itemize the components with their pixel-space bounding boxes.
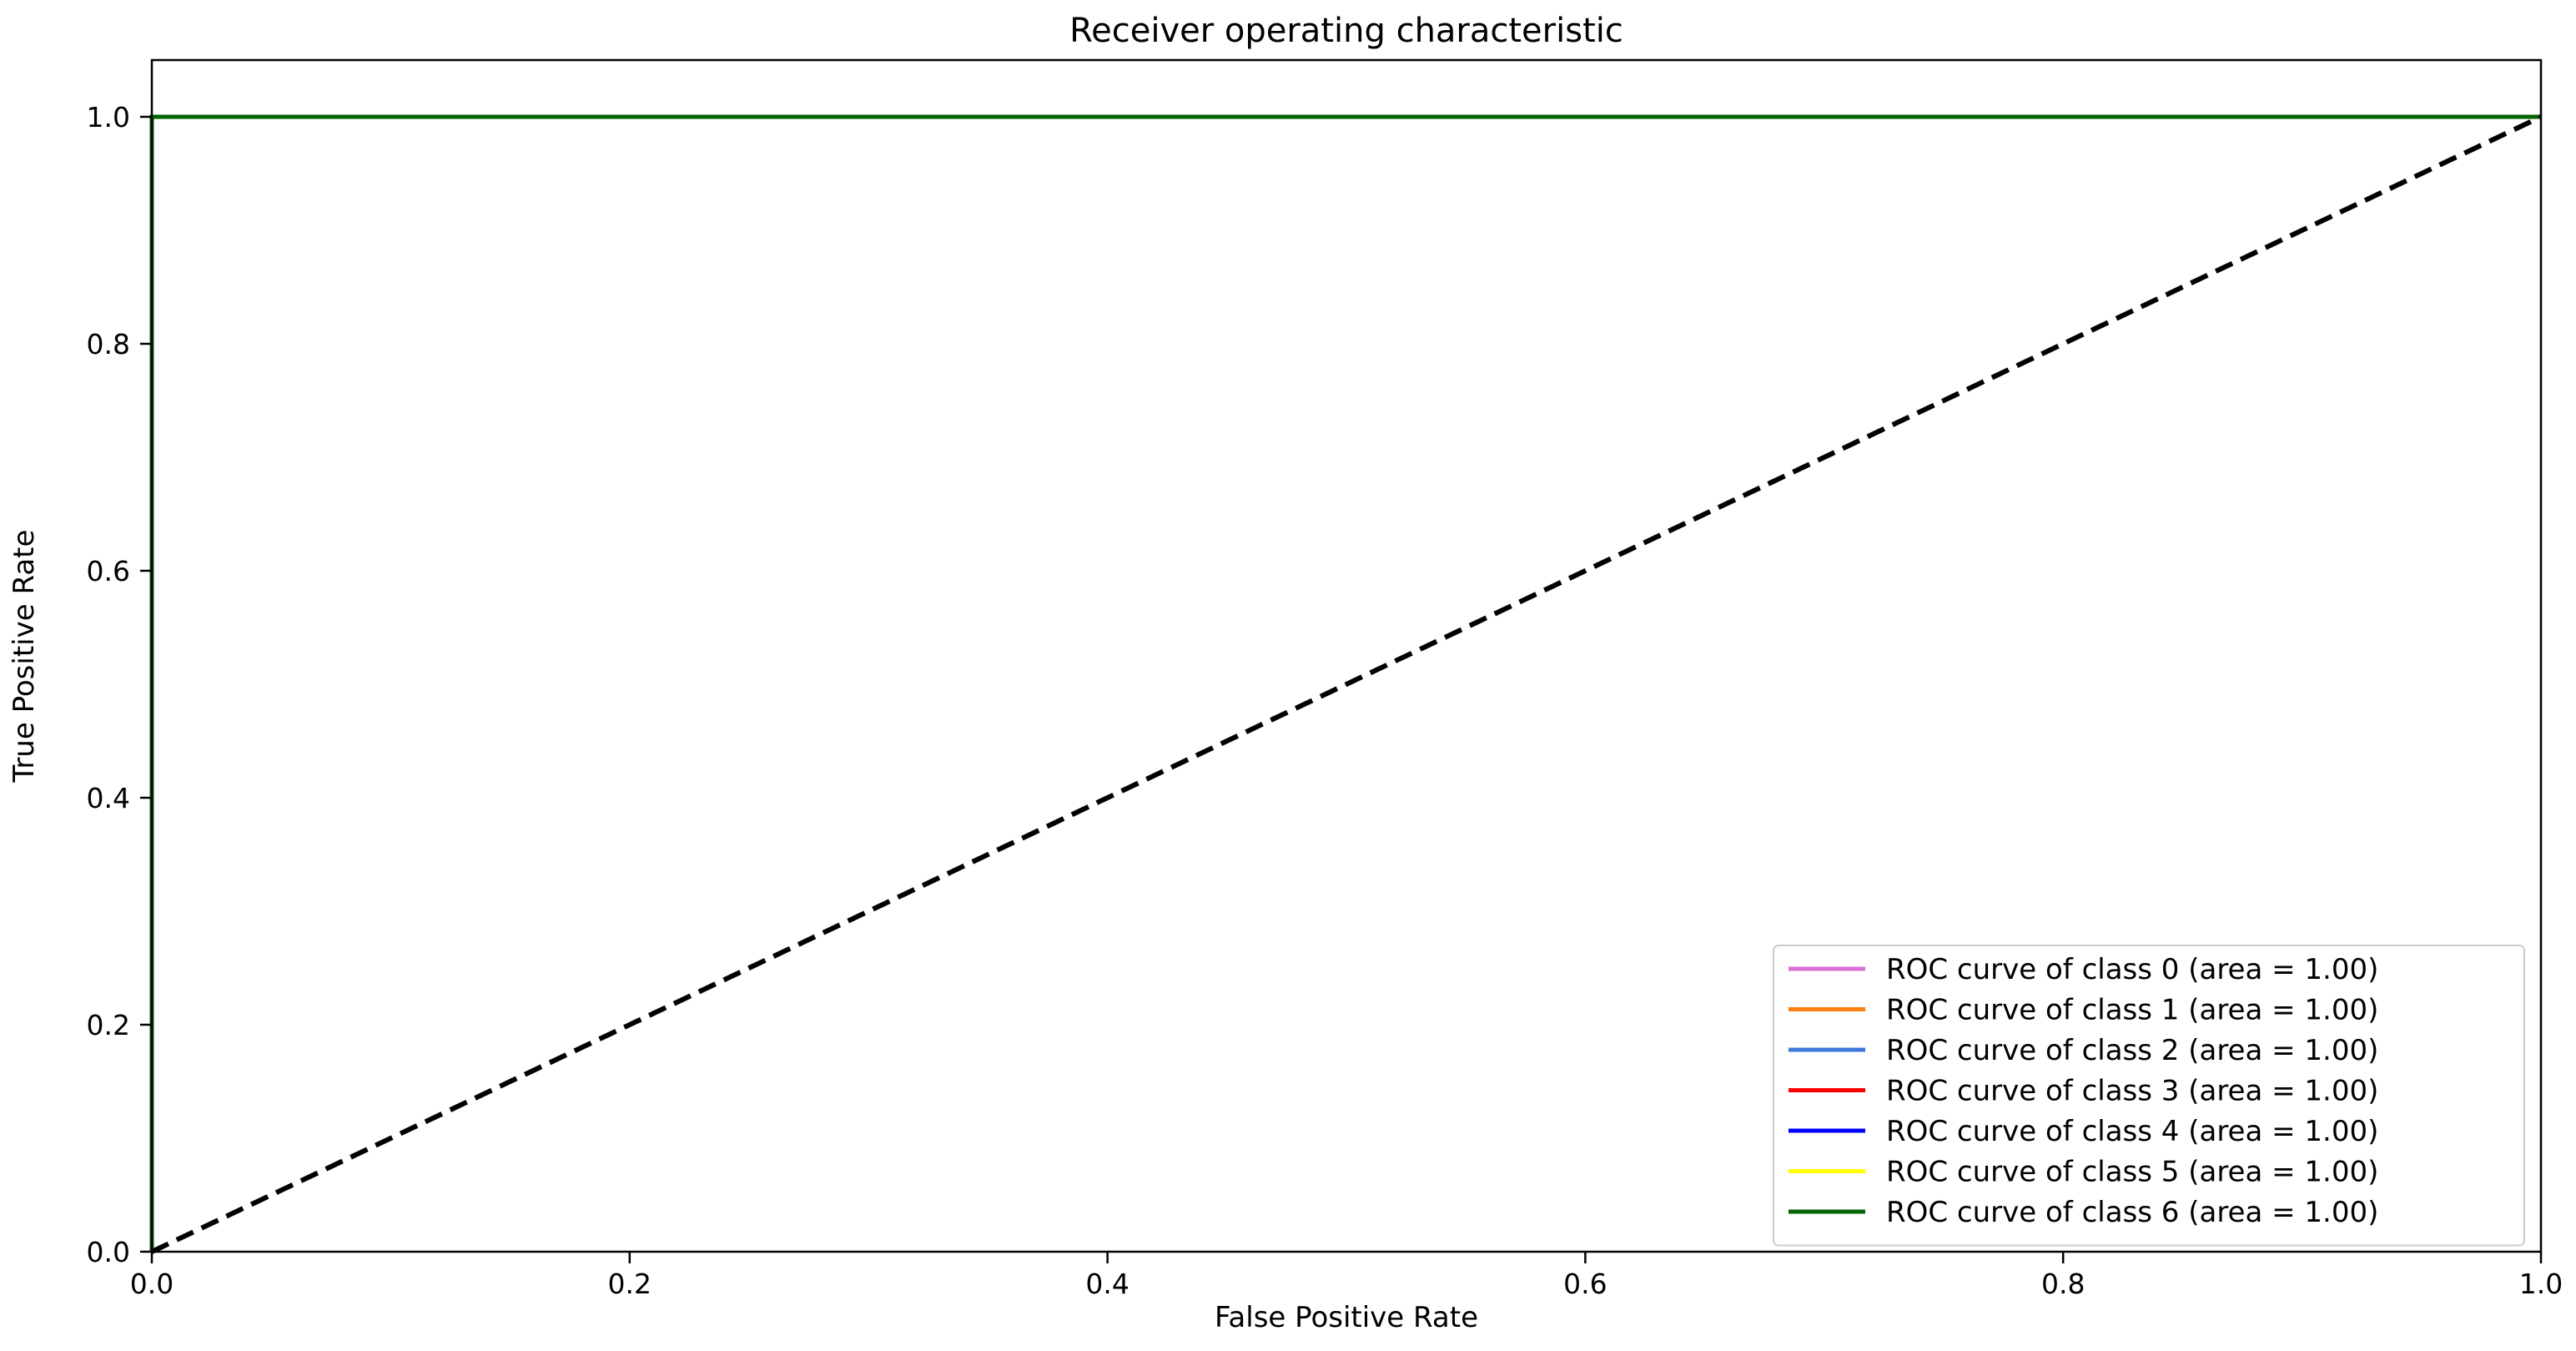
y-tick-label: 0.6 xyxy=(87,555,130,587)
legend-label-class-3: ROC curve of class 3 (area = 1.00) xyxy=(1886,1075,2378,1108)
x-axis-label: False Positive Rate xyxy=(1215,1301,1478,1334)
x-tick-label: 1.0 xyxy=(2519,1268,2563,1300)
y-tick-label: 0.4 xyxy=(87,782,130,814)
x-tick-label: 0.6 xyxy=(1563,1268,1607,1300)
y-axis-label: True Positive Rate xyxy=(8,530,41,784)
legend-label-class-6: ROC curve of class 6 (area = 1.00) xyxy=(1886,1196,2378,1229)
plot-frame xyxy=(150,58,2543,1253)
x-tick-label: 0.8 xyxy=(2041,1268,2085,1300)
reference-diagonal-line xyxy=(150,114,2543,1254)
legend: ROC curve of class 0 (area = 1.00) ROC cu… xyxy=(1773,945,2525,1247)
y-tick-label: 0.8 xyxy=(87,328,130,360)
y-tick-label: 0.0 xyxy=(87,1236,130,1268)
x-axis-ticks: 0.0 0.2 0.4 0.6 0.8 1.0 xyxy=(130,1252,2563,1300)
x-tick-label: 0.0 xyxy=(130,1268,174,1300)
legend-label-class-4: ROC curve of class 4 (area = 1.00) xyxy=(1886,1115,2378,1148)
chart-title: Receiver operating characteristic xyxy=(1069,12,1623,50)
x-tick-label: 0.2 xyxy=(608,1268,652,1300)
y-axis-ticks: 0.0 0.2 0.4 0.6 0.8 1.0 xyxy=(87,101,152,1268)
legend-label-class-2: ROC curve of class 2 (area = 1.00) xyxy=(1886,1034,2378,1067)
y-tick-label: 1.0 xyxy=(87,101,130,134)
legend-label-class-0: ROC curve of class 0 (area = 1.00) xyxy=(1886,953,2378,986)
legend-label-class-1: ROC curve of class 1 (area = 1.00) xyxy=(1886,994,2378,1027)
x-tick-label: 0.4 xyxy=(1085,1268,1129,1300)
legend-box xyxy=(1773,945,2525,1247)
legend-label-class-5: ROC curve of class 5 (area = 1.00) xyxy=(1886,1156,2378,1189)
y-tick-label: 0.2 xyxy=(87,1009,130,1041)
